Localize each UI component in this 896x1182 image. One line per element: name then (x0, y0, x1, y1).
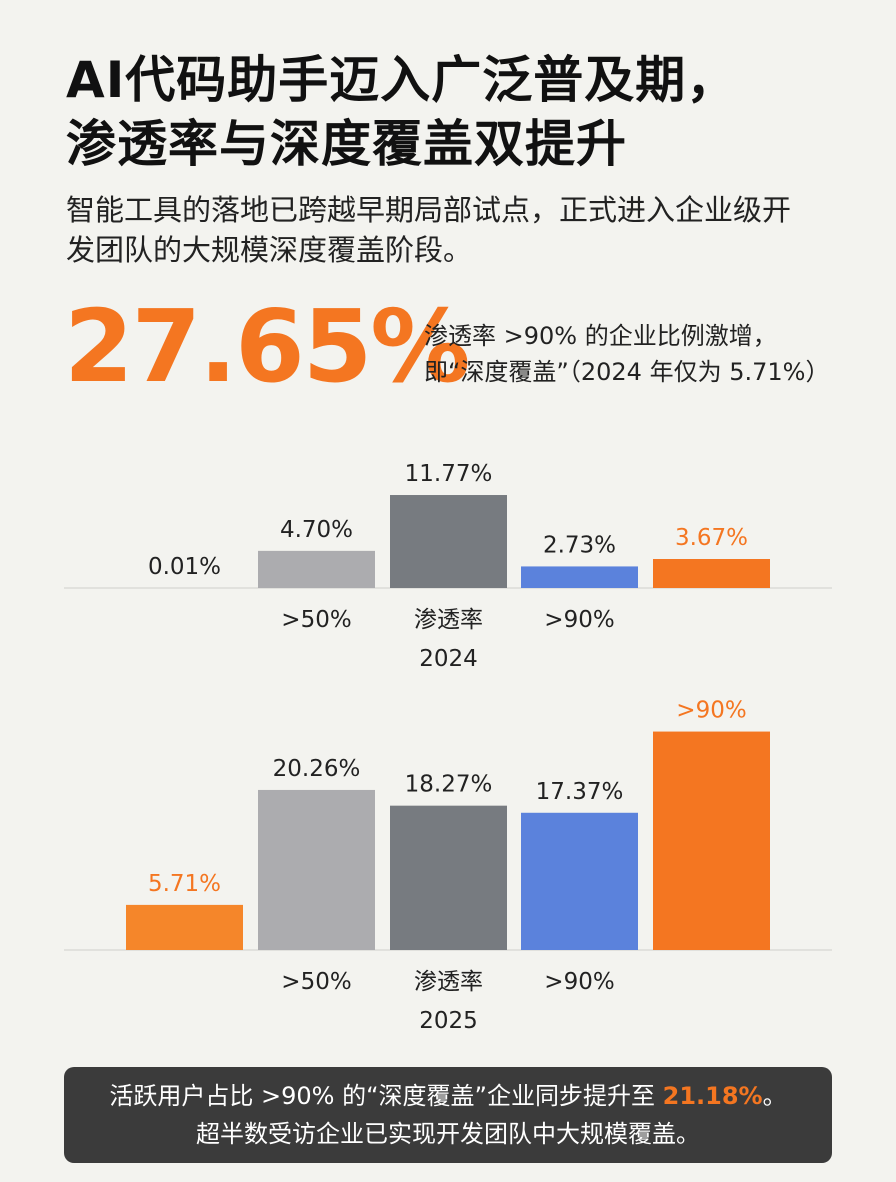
chart-0-data-label-0: 0.01% (148, 554, 221, 580)
chart-0-year-label: 2024 (419, 646, 478, 672)
caption-line-1-end: 。 (762, 1082, 787, 1110)
chart-1-year-label: 2025 (419, 1008, 478, 1034)
chart-1-data-label-0: 5.71% (148, 871, 221, 897)
chart-1-bar-4 (653, 731, 770, 950)
subtitle-line-2: 发团队的大规模深度覆盖阶段。 (66, 233, 473, 267)
chart-0-data-label-3: 2.73% (543, 532, 616, 558)
chart-1-bar-2 (390, 805, 507, 950)
highlight-value: 27.65% (64, 288, 471, 405)
chart-1-bar-0 (126, 904, 243, 950)
subtitle-line-1: 智能工具的落地已跨越早期局部试点，正式进入企业级开 (66, 193, 792, 227)
chart-1-tick-label-0: >50% (281, 969, 351, 995)
chart-0-data-label-2: 11.77% (405, 461, 493, 487)
chart-1-data-label-1: 20.26% (273, 756, 361, 782)
chart-1-data-label-2: 18.27% (405, 772, 493, 798)
title-line-1: AI代码助手迈入广泛普及期， (66, 51, 738, 109)
chart-1-tick-label-2: >90% (544, 969, 614, 995)
chart-1-tick-label-1: 渗透率 (414, 969, 483, 995)
chart-0-bar-3 (521, 566, 638, 588)
title-line-2: 渗透率与深度覆盖双提升 (66, 115, 627, 173)
chart-0-data-label-4: 3.67% (675, 525, 748, 551)
chart-1-bar-1 (258, 789, 375, 950)
highlight-note-line-2: 即“深度覆盖”（2024 年仅为 5.71%） (424, 358, 830, 386)
chart-0-bar-2 (390, 495, 507, 588)
caption-highlight-value: 21.18% (662, 1082, 763, 1110)
chart-0-tick-label-1: 渗透率 (414, 607, 483, 633)
subtitle: 智能工具的落地已跨越早期局部试点，正式进入企业级开 发团队的大规模深度覆盖阶段。 (66, 190, 846, 270)
page-title: AI代码助手迈入广泛普及期， 渗透率与深度覆盖双提升 (66, 48, 866, 176)
chart-0-bar-1 (258, 550, 375, 588)
caption-line-1-text: 活跃用户占比 >90% 的“深度覆盖”企业同步提升至 (109, 1082, 663, 1110)
chart-0-bar-4 (653, 559, 770, 588)
chart-1-data-label-4: >90% (676, 698, 746, 724)
caption-line-2: 超半数受访企业已实现开发团队中大规模覆盖。 (196, 1120, 700, 1148)
chart-0-tick-label-2: >90% (544, 607, 614, 633)
highlight-note-line-1: 渗透率 >90% 的企业比例激增， (424, 322, 777, 350)
highlight-note: 渗透率 >90% 的企业比例激增， 即“深度覆盖”（2024 年仅为 5.71%… (424, 318, 884, 390)
chart-0-data-label-1: 4.70% (280, 517, 353, 543)
summary-caption: 活跃用户占比 >90% 的“深度覆盖”企业同步提升至 21.18%。 超半数受访… (64, 1067, 832, 1163)
chart-1-data-label-3: 17.37% (536, 779, 624, 805)
caption-line-1: 活跃用户占比 >90% 的“深度覆盖”企业同步提升至 21.18%。 (64, 1077, 832, 1115)
chart-0-tick-label-0: >50% (281, 607, 351, 633)
chart-1-bar-3 (521, 812, 638, 950)
